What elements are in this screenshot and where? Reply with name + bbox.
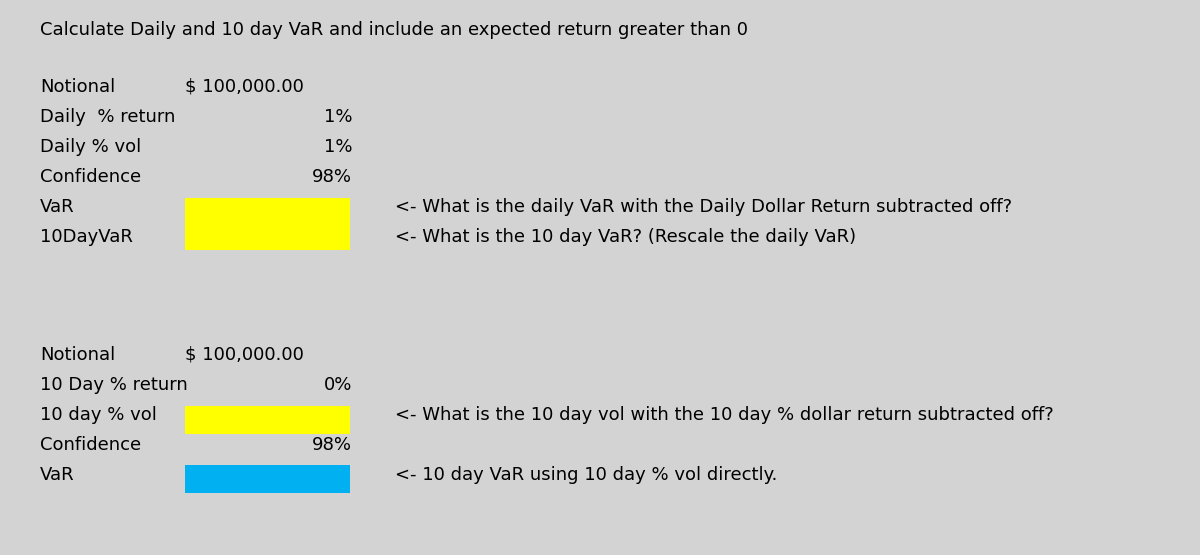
Text: $ 100,000.00: $ 100,000.00 bbox=[185, 78, 304, 96]
Bar bbox=[185, 198, 350, 250]
Text: <- 10 day VaR using 10 day % vol directly.: <- 10 day VaR using 10 day % vol directl… bbox=[395, 466, 778, 484]
Text: 10 day % vol: 10 day % vol bbox=[40, 406, 157, 424]
Text: <- What is the 10 day VaR? (Rescale the daily VaR): <- What is the 10 day VaR? (Rescale the … bbox=[395, 228, 856, 246]
Text: Confidence: Confidence bbox=[40, 436, 142, 454]
Text: 1%: 1% bbox=[324, 138, 352, 156]
Bar bbox=[185, 465, 350, 493]
Bar bbox=[185, 406, 350, 434]
Text: 10DayVaR: 10DayVaR bbox=[40, 228, 133, 246]
Text: 1%: 1% bbox=[324, 108, 352, 126]
Text: Calculate Daily and 10 day VaR and include an expected return greater than 0: Calculate Daily and 10 day VaR and inclu… bbox=[40, 21, 748, 39]
Text: 0%: 0% bbox=[324, 376, 352, 394]
Text: VaR: VaR bbox=[40, 198, 74, 216]
Text: Notional: Notional bbox=[40, 346, 115, 364]
Text: Daily % vol: Daily % vol bbox=[40, 138, 142, 156]
Text: Confidence: Confidence bbox=[40, 168, 142, 186]
Text: VaR: VaR bbox=[40, 466, 74, 484]
Text: 98%: 98% bbox=[312, 168, 352, 186]
Text: 10 Day % return: 10 Day % return bbox=[40, 376, 187, 394]
Text: <- What is the 10 day vol with the 10 day % dollar return subtracted off?: <- What is the 10 day vol with the 10 da… bbox=[395, 406, 1054, 424]
Text: Notional: Notional bbox=[40, 78, 115, 96]
Text: Daily  % return: Daily % return bbox=[40, 108, 175, 126]
Text: $ 100,000.00: $ 100,000.00 bbox=[185, 346, 304, 364]
Text: <- What is the daily VaR with the Daily Dollar Return subtracted off?: <- What is the daily VaR with the Daily … bbox=[395, 198, 1012, 216]
Text: 98%: 98% bbox=[312, 436, 352, 454]
